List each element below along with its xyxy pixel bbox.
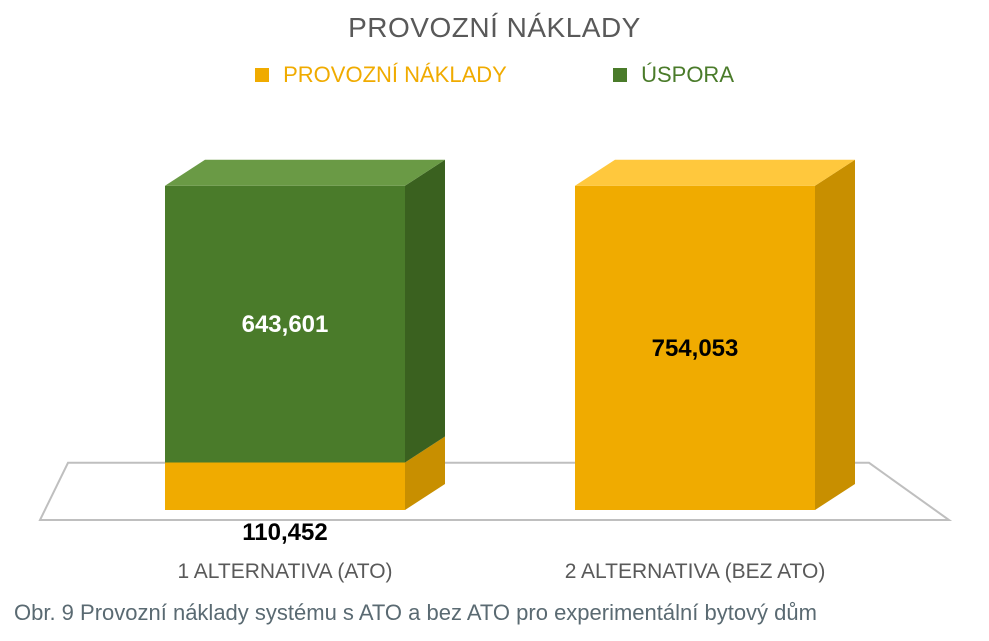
legend: PROVOZNÍ NÁKLADY ÚSPORA xyxy=(0,60,989,88)
legend-item-uspora: ÚSPORA xyxy=(613,61,734,88)
chart-plot-area: 110,452 643,601 754,053 xyxy=(20,90,969,550)
bar-value-0-1: 643,601 xyxy=(242,311,329,338)
legend-label-uspora: ÚSPORA xyxy=(641,62,734,87)
legend-item-provozni: PROVOZNÍ NÁKLADY xyxy=(255,61,507,88)
bar-side-1-0 xyxy=(815,160,855,510)
legend-swatch-provozni xyxy=(255,68,269,82)
figure-caption: Obr. 9 Provozní náklady systému s ATO a … xyxy=(14,600,817,626)
bar-top-0-1 xyxy=(165,160,445,186)
bar-value-1-0: 754,053 xyxy=(652,335,739,362)
x-axis-label-1: 2 ALTERNATIVA (BEZ ATO) xyxy=(525,560,865,584)
bar-top-1-0 xyxy=(575,160,855,186)
legend-swatch-uspora xyxy=(613,68,627,82)
x-axis-label-0: 1 ALTERNATIVA (ATO) xyxy=(115,560,455,584)
legend-label-provozni: PROVOZNÍ NÁKLADY xyxy=(283,62,507,87)
chart-container: PROVOZNÍ NÁKLADY PROVOZNÍ NÁKLADY ÚSPORA… xyxy=(0,0,989,641)
bar-front-0-0 xyxy=(165,463,405,510)
chart-title: PROVOZNÍ NÁKLADY xyxy=(0,12,989,44)
bar-value-0-0: 110,452 xyxy=(242,519,327,546)
bar-side-0-1 xyxy=(405,160,445,463)
